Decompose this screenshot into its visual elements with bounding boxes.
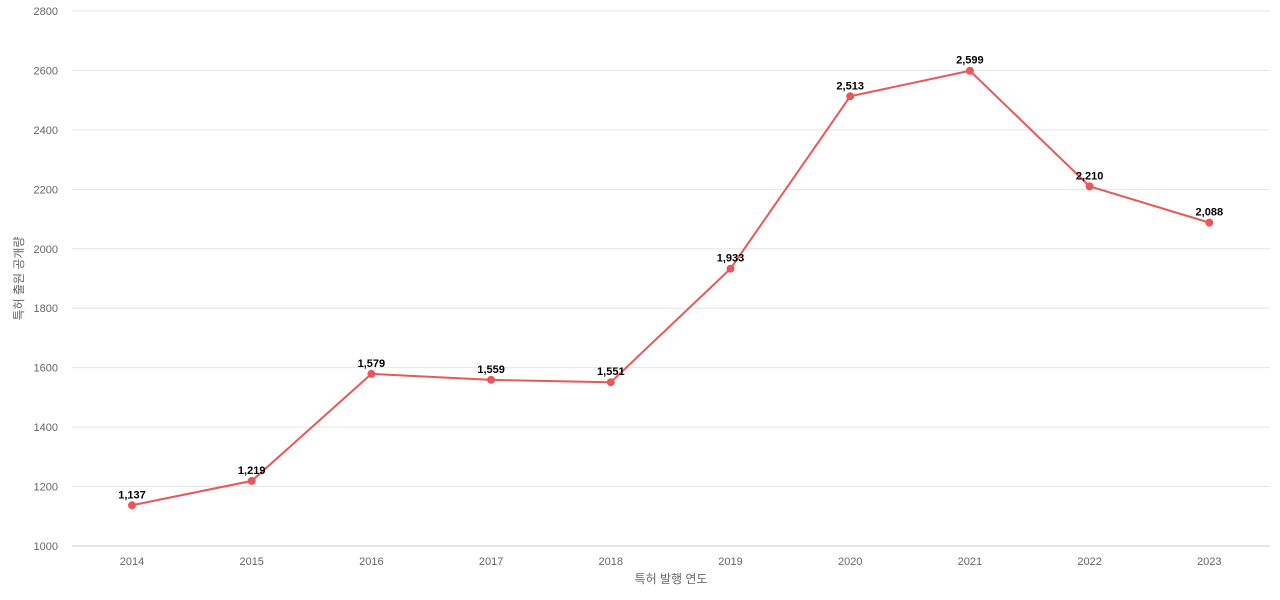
data-label: 2,088 [1196, 207, 1224, 219]
data-label: 1,551 [597, 366, 625, 378]
y-axis-title: 특허 출원 공개량 [12, 237, 26, 321]
x-axis-title: 특허 발행 연도 [635, 571, 708, 586]
data-points [128, 66, 1214, 510]
grid [72, 10, 1270, 488]
data-point[interactable] [606, 378, 615, 387]
data-label: 1,137 [118, 489, 146, 501]
x-tick-label: 2018 [599, 556, 623, 568]
y-tick-label: 1800 [34, 303, 58, 315]
data-label: 1,219 [238, 465, 266, 477]
y-tick-label: 2800 [34, 6, 58, 18]
y-tick-label: 2200 [34, 184, 58, 196]
data-point[interactable] [247, 476, 256, 485]
data-point[interactable] [1085, 182, 1094, 191]
y-tick-label: 1200 [34, 482, 58, 494]
x-tick-label: 2020 [838, 556, 862, 568]
y-tick-label: 2400 [34, 125, 58, 137]
x-tick-label: 2014 [120, 556, 144, 568]
series-line [131, 69, 1210, 507]
x-tick-label: 2022 [1077, 556, 1101, 568]
data-label: 2,513 [836, 80, 864, 92]
data-point[interactable] [965, 66, 974, 75]
data-point[interactable] [128, 501, 136, 510]
data-labels: 1,137 1,219 1,579 1,559 1,551 1,933 2,513 2,599… [118, 55, 1223, 502]
y-tick-label: 1600 [34, 363, 58, 375]
data-label: 1,933 [717, 253, 745, 265]
x-tick-label: 2021 [958, 556, 982, 568]
y-tick-label: 1400 [34, 422, 58, 434]
x-tick-label: 2015 [239, 556, 263, 568]
data-label: 2,210 [1076, 170, 1104, 182]
x-tick-label: 2017 [479, 556, 503, 568]
x-axis-ticks: 2014 2015 2016 2017 2018 2019 2020 2021 2022 2023 [120, 556, 1222, 568]
data-label: 1,559 [477, 364, 505, 376]
y-tick-label: 2600 [34, 65, 58, 77]
data-point[interactable] [487, 375, 496, 384]
data-point[interactable] [726, 264, 735, 273]
x-tick-label: 2019 [718, 556, 742, 568]
y-tick-label: 2000 [34, 244, 58, 256]
data-point[interactable] [367, 369, 376, 378]
y-tick-label: 1000 [34, 541, 58, 553]
data-label: 2,599 [956, 55, 984, 67]
data-label: 1,579 [358, 358, 386, 370]
data-point[interactable] [846, 92, 855, 101]
data-point[interactable] [1205, 218, 1214, 227]
x-tick-label: 2016 [359, 556, 383, 568]
x-tick-label: 2023 [1197, 556, 1221, 568]
y-axis-ticks: 1000 1200 1400 1600 1800 2000 2200 2400 2600 2800 [34, 6, 58, 553]
